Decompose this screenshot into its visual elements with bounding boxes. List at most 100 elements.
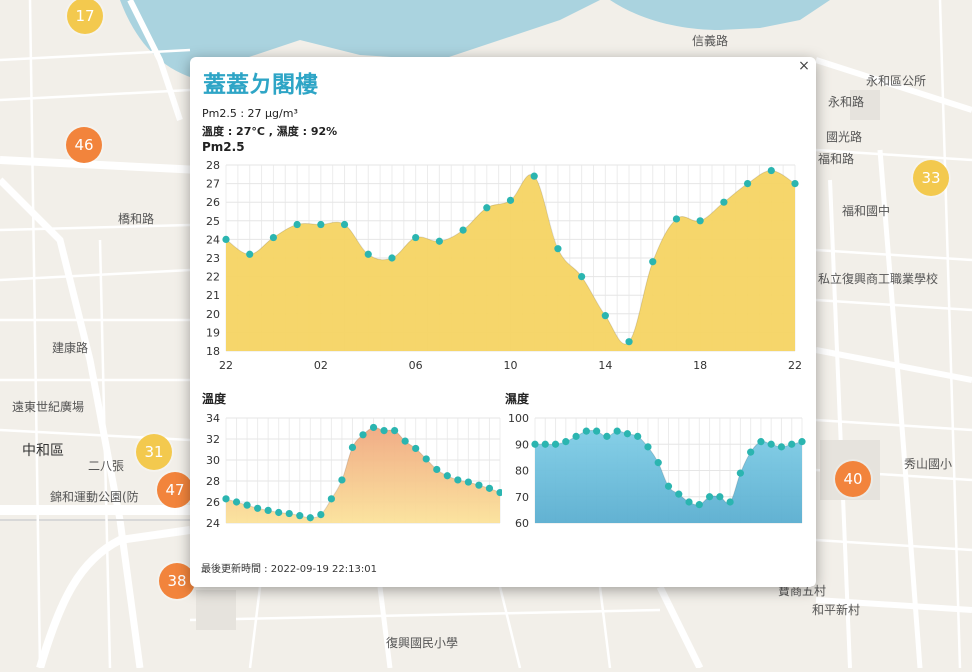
data-point xyxy=(720,198,728,206)
x-tick-label: 14 xyxy=(598,359,612,372)
data-point xyxy=(788,440,796,448)
data-point xyxy=(443,472,451,480)
data-point xyxy=(275,508,283,517)
aqi-marker[interactable]: 31 xyxy=(136,434,172,470)
data-point xyxy=(317,511,325,519)
map-label-fuhe-school: 福和國中 xyxy=(842,204,891,218)
data-point xyxy=(222,235,230,243)
aqi-marker[interactable]: 46 xyxy=(66,127,102,163)
y-tick-label: 19 xyxy=(206,326,220,339)
y-tick-label: 90 xyxy=(515,438,529,451)
map-label-xinyi: 信義路 xyxy=(692,34,729,48)
hum-chart-label: 濕度 xyxy=(505,392,530,406)
data-point xyxy=(364,250,372,258)
map-label-fuxing: 復興國民小學 xyxy=(386,636,459,650)
data-point xyxy=(475,481,483,489)
y-tick-label: 34 xyxy=(206,412,220,425)
data-point xyxy=(664,482,673,490)
data-point xyxy=(716,493,724,501)
y-tick-label: 22 xyxy=(206,271,220,284)
data-point xyxy=(496,488,502,497)
data-point xyxy=(401,437,409,445)
data-point xyxy=(433,465,441,474)
data-point xyxy=(644,443,652,451)
map-label-yuandong: 遠東世紀廣場 xyxy=(12,400,85,414)
data-point xyxy=(340,220,349,229)
data-point xyxy=(601,312,609,320)
data-point xyxy=(285,509,293,518)
data-point xyxy=(246,250,254,258)
data-point xyxy=(551,440,560,448)
aqi-marker[interactable]: 38 xyxy=(159,563,195,599)
close-icon[interactable]: × xyxy=(798,58,810,74)
y-tick-label: 60 xyxy=(515,517,529,527)
data-point xyxy=(435,237,443,245)
x-tick-label: 18 xyxy=(693,359,707,372)
y-tick-label: 80 xyxy=(515,465,529,478)
data-point xyxy=(767,440,775,448)
data-point xyxy=(485,484,494,492)
map-label-erbazhang: 二八張 xyxy=(88,459,125,473)
map-label-zhonghe: 中和區 xyxy=(22,443,64,459)
data-point xyxy=(777,443,786,451)
data-point xyxy=(798,438,806,446)
data-point xyxy=(625,338,633,346)
data-point xyxy=(412,444,420,453)
aqi-marker[interactable]: 33 xyxy=(913,160,949,196)
map-label-jianlu: 建康路 xyxy=(52,341,89,355)
data-point xyxy=(582,427,590,435)
data-point xyxy=(623,430,632,438)
data-point xyxy=(578,273,586,281)
series-area xyxy=(535,430,802,523)
x-tick-label: 22 xyxy=(219,359,233,372)
aqi-marker[interactable]: 17 xyxy=(67,0,103,34)
x-tick-label: 22 xyxy=(788,359,802,372)
data-point xyxy=(541,440,549,448)
data-point xyxy=(506,196,515,204)
aqi-marker[interactable]: 40 xyxy=(835,461,871,497)
map-label-xiushan: 秀山國小 xyxy=(904,457,953,471)
y-tick-label: 26 xyxy=(206,496,220,509)
y-tick-label: 32 xyxy=(206,433,220,446)
y-tick-label: 26 xyxy=(206,196,220,209)
series-area xyxy=(226,170,795,351)
y-tick-label: 18 xyxy=(206,345,220,358)
y-tick-label: 21 xyxy=(206,289,220,302)
map-label-yonghe-rd: 永和路 xyxy=(828,95,865,109)
data-point xyxy=(338,476,346,484)
data-point xyxy=(572,432,580,440)
data-point xyxy=(685,498,693,506)
data-point xyxy=(306,514,314,522)
y-tick-label: 24 xyxy=(206,517,220,527)
data-point xyxy=(696,217,704,225)
x-tick-label: 02 xyxy=(314,359,328,372)
data-point xyxy=(672,215,681,223)
pm25-reading: Pm2.5 : 27 μg/m³ xyxy=(202,107,298,120)
data-point xyxy=(654,459,662,467)
y-tick-label: 25 xyxy=(206,215,220,228)
data-point xyxy=(391,427,399,435)
x-tick-label: 10 xyxy=(504,359,518,372)
aqi-marker[interactable]: 47 xyxy=(157,472,193,508)
data-point xyxy=(296,512,304,520)
y-tick-label: 23 xyxy=(206,252,220,265)
data-point xyxy=(459,226,467,234)
data-point xyxy=(464,478,472,486)
data-point xyxy=(531,440,539,448)
y-tick-label: 27 xyxy=(206,178,220,191)
data-point xyxy=(593,427,601,435)
pm-chart-label: Pm2.5 xyxy=(202,140,245,154)
y-tick-label: 100 xyxy=(508,412,529,425)
data-point xyxy=(388,254,396,262)
map-label-yonghe-office: 永和區公所 xyxy=(866,74,927,88)
data-point xyxy=(243,501,251,509)
data-point xyxy=(736,469,744,477)
data-point xyxy=(264,506,272,514)
data-point xyxy=(675,490,683,498)
y-tick-label: 70 xyxy=(515,491,529,504)
y-tick-label: 24 xyxy=(206,233,220,246)
temperature-chart: 24 26 28 30 32 34 xyxy=(206,412,502,527)
